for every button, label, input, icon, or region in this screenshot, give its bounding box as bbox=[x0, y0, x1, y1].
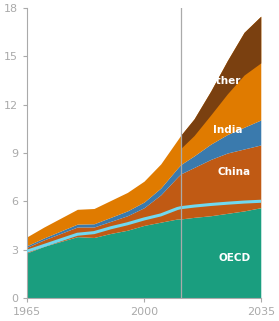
Text: India: India bbox=[213, 126, 242, 135]
Text: China: China bbox=[218, 167, 251, 177]
Text: OECD: OECD bbox=[218, 253, 250, 263]
Text: Other: Other bbox=[207, 75, 241, 86]
